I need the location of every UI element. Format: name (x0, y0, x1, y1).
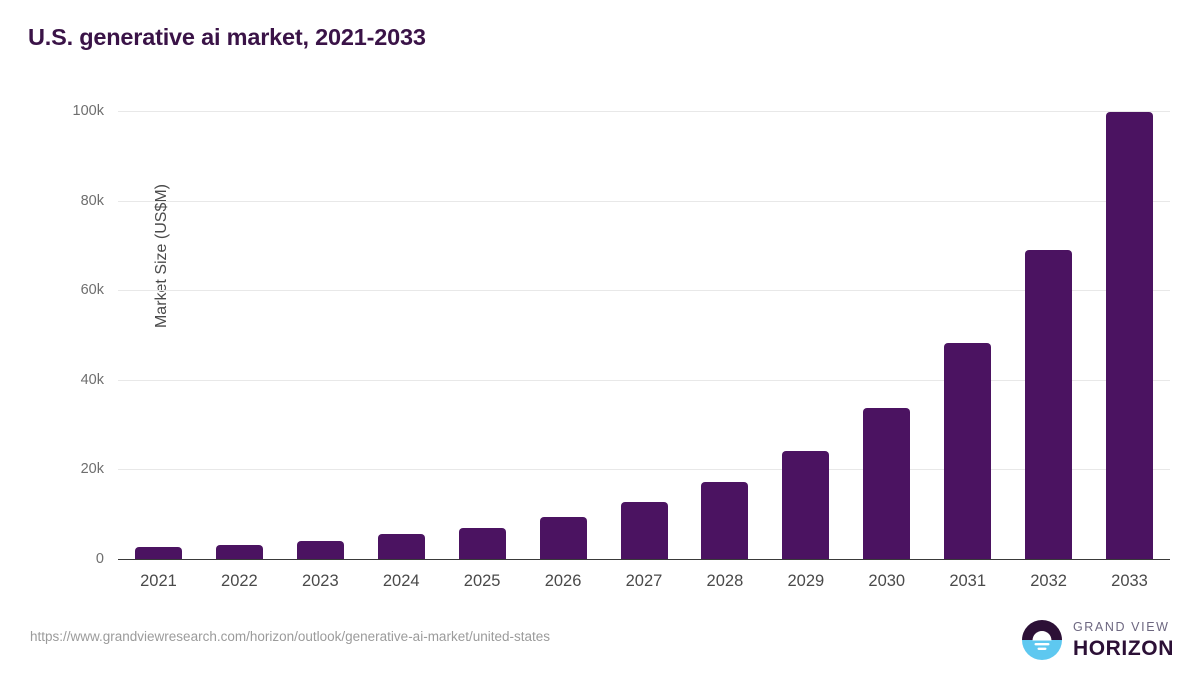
bar[interactable] (620, 502, 668, 559)
gridline (118, 200, 1170, 202)
x-axis-tick-label: 2023 (301, 572, 339, 590)
x-axis-tick-label: 2033 (1111, 572, 1148, 590)
x-axis-tick-label: 2031 (949, 572, 987, 590)
gridline (118, 111, 1170, 112)
bar[interactable] (377, 534, 425, 559)
brand-line-2: HORIZON (1072, 636, 1174, 660)
bar[interactable] (701, 481, 749, 559)
x-axis-tick-label: 2030 (868, 572, 906, 590)
horizon-logo-icon (1021, 620, 1062, 660)
plot-area (118, 111, 1170, 560)
y-axis-tick-label: 40k (80, 371, 104, 388)
x-axis-tick-label: 2026 (544, 572, 582, 590)
bar[interactable] (1106, 111, 1154, 559)
x-axis-tick-label: 2028 (706, 572, 744, 590)
bar[interactable] (539, 517, 587, 559)
source-url-link[interactable]: https://www.grandviewresearch.com/horizo… (30, 629, 550, 644)
x-axis-tick-label: 2027 (625, 572, 663, 590)
page-title: U.S. generative ai market, 2021-2033 (28, 24, 426, 50)
bar[interactable] (944, 343, 992, 559)
bar[interactable] (782, 450, 830, 559)
bar[interactable] (863, 407, 911, 559)
y-axis-tick-label: 80k (80, 192, 104, 209)
brand-logo: GRAND VIEW HORIZON (1021, 619, 1174, 661)
y-axis-tick-label: 0 (95, 551, 104, 567)
y-axis-tick-label: 100k (72, 103, 104, 119)
bar[interactable] (134, 547, 182, 559)
x-axis-tick-label: 2032 (1030, 572, 1067, 590)
brand-wordmark: GRAND VIEW HORIZON (1073, 621, 1174, 659)
x-axis-tick-label: 2025 (463, 572, 501, 590)
bar[interactable] (215, 545, 263, 559)
x-axis-line (118, 558, 1170, 560)
gridline (118, 469, 1170, 471)
x-axis-tick-label: 2021 (140, 572, 177, 590)
x-axis-tick-label: 2024 (382, 572, 420, 590)
x-axis-tick-label: 2029 (787, 572, 825, 590)
bar[interactable] (1025, 250, 1073, 559)
gridline (118, 290, 1170, 292)
gridline (118, 379, 1170, 381)
brand-line-1: GRAND VIEW (1072, 620, 1170, 635)
bar[interactable] (458, 528, 506, 559)
y-axis-tick-label: 60k (80, 282, 104, 299)
y-axis-tick-label: 20k (80, 461, 104, 478)
bar[interactable] (296, 541, 344, 559)
x-axis-tick-label: 2022 (221, 572, 258, 590)
